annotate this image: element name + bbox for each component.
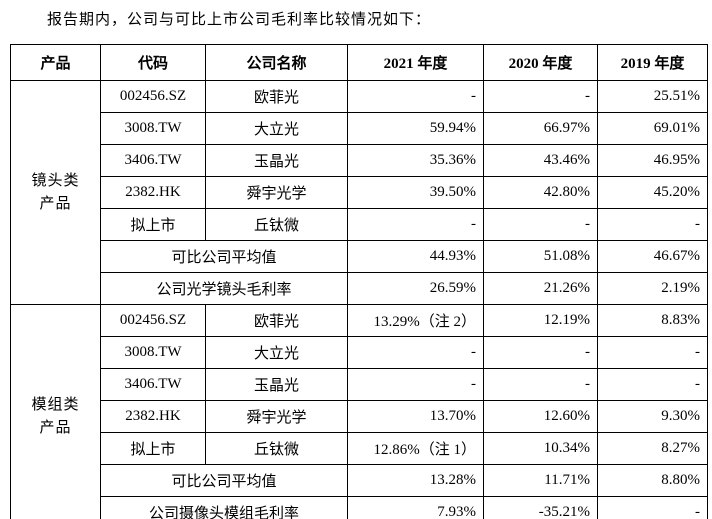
value-cell-2019: 69.01%: [597, 112, 708, 145]
value-cell-2020: -: [483, 208, 598, 241]
value-cell-2019: -: [597, 368, 708, 401]
value-cell-2020: 12.60%: [483, 400, 598, 433]
value-cell-2019: -: [597, 496, 708, 519]
company-margin-row: 公司摄像头模组毛利率 7.93% -35.21% -: [11, 496, 708, 519]
value-cell-2019: 2.19%: [597, 272, 708, 305]
code-cell: 3008.TW: [100, 112, 206, 145]
value-cell-2021: 13.28%: [347, 464, 484, 497]
value-cell-2020: 11.71%: [483, 464, 598, 497]
value-cell-2021: 39.50%: [347, 176, 484, 209]
column-header-2021: 2021 年度: [347, 44, 484, 81]
value-cell-2020: 43.46%: [483, 144, 598, 177]
column-header-2019: 2019 年度: [597, 44, 708, 81]
company-margin-label-cell: 公司光学镜头毛利率: [100, 272, 348, 305]
value-cell-2020: -: [483, 80, 598, 113]
value-cell-2019: 46.67%: [597, 240, 708, 273]
code-cell: 002456.SZ: [100, 304, 206, 337]
value-cell-2021: 26.59%: [347, 272, 484, 305]
code-cell: 3406.TW: [100, 144, 206, 177]
value-cell-2019: 8.27%: [597, 432, 708, 465]
company-name-cell: 欧菲光: [205, 304, 348, 337]
code-cell: 3008.TW: [100, 336, 206, 369]
value-cell-2020: -: [483, 336, 598, 369]
value-cell-2020: -35.21%: [483, 496, 598, 519]
value-cell-2020: 42.80%: [483, 176, 598, 209]
value-cell-2019: 45.20%: [597, 176, 708, 209]
value-cell-2019: 8.80%: [597, 464, 708, 497]
table-row: 3008.TW 大立光 - - -: [11, 336, 708, 369]
column-header-2020: 2020 年度: [483, 44, 598, 81]
value-cell-2021: 12.86%（注 1）: [347, 432, 484, 465]
value-cell-2021: 13.70%: [347, 400, 484, 433]
value-cell-2021: 59.94%: [347, 112, 484, 145]
company-margin-row: 公司光学镜头毛利率 26.59% 21.26% 2.19%: [11, 272, 708, 305]
value-cell-2019: -: [597, 208, 708, 241]
table-row: 模组类产品 002456.SZ 欧菲光 13.29%（注 2） 12.19% 8…: [10, 304, 708, 519]
code-cell: 3406.TW: [100, 368, 206, 401]
table-row: 3008.TW 大立光 59.94% 66.97% 69.01%: [11, 112, 708, 145]
table-row: 2382.HK 舜宇光学 39.50% 42.80% 45.20%: [11, 176, 708, 209]
value-cell-2021: 7.93%: [347, 496, 484, 519]
value-cell-2021: 13.29%（注 2）: [347, 304, 484, 337]
value-cell-2021: 44.93%: [347, 240, 484, 273]
value-cell-2021: -: [347, 336, 484, 369]
product-group-label: 镜头类产品: [31, 173, 80, 212]
column-header-code: 代码: [100, 44, 206, 81]
company-name-cell: 玉晶光: [205, 368, 348, 401]
code-cell: 拟上市: [100, 208, 206, 241]
value-cell-2020: -: [483, 368, 598, 401]
code-cell: 2382.HK: [100, 400, 206, 433]
table-row: 拟上市 丘钛微 - - -: [11, 208, 708, 241]
table-row: 2382.HK 舜宇光学 13.70% 12.60% 9.30%: [11, 400, 708, 433]
value-cell-2019: 9.30%: [597, 400, 708, 433]
code-cell: 002456.SZ: [100, 80, 206, 113]
average-row: 可比公司平均值 13.28% 11.71% 8.80%: [11, 464, 708, 497]
table-row: 3406.TW 玉晶光 35.36% 43.46% 46.95%: [11, 144, 708, 177]
value-cell-2020: 21.26%: [483, 272, 598, 305]
column-header-company-name: 公司名称: [205, 44, 348, 81]
value-cell-2019: -: [597, 336, 708, 369]
value-cell-2020: 10.34%: [483, 432, 598, 465]
table-row: 镜头类产品 002456.SZ 欧菲光 - - 25.51%: [10, 80, 708, 305]
company-name-cell: 欧菲光: [205, 80, 348, 113]
company-name-cell: 大立光: [205, 336, 348, 369]
value-cell-2020: 12.19%: [483, 304, 598, 337]
value-cell-2019: 8.83%: [597, 304, 708, 337]
column-header-product: 产品: [10, 44, 101, 81]
table-row: 拟上市 丘钛微 12.86%（注 1） 10.34% 8.27%: [11, 432, 708, 465]
product-group-cell-module: 模组类产品: [10, 304, 101, 519]
average-row: 可比公司平均值 44.93% 51.08% 46.67%: [11, 240, 708, 273]
value-cell-2020: 51.08%: [483, 240, 598, 273]
company-margin-label-cell: 公司摄像头模组毛利率: [100, 496, 348, 519]
table-header-row: 产品 代码 公司名称 2021 年度 2020 年度 2019 年度: [10, 44, 708, 81]
code-cell: 2382.HK: [100, 176, 206, 209]
value-cell-2021: -: [347, 80, 484, 113]
average-label-cell: 可比公司平均值: [100, 240, 348, 273]
value-cell-2021: -: [347, 368, 484, 401]
gross-margin-comparison-table: 产品 代码 公司名称 2021 年度 2020 年度 2019 年度 镜头类产品…: [10, 44, 708, 519]
company-name-cell: 舜宇光学: [205, 176, 348, 209]
company-name-cell: 玉晶光: [205, 144, 348, 177]
table-row: 3406.TW 玉晶光 - - -: [11, 368, 708, 401]
product-group-cell-lens: 镜头类产品: [10, 80, 101, 305]
average-label-cell: 可比公司平均值: [100, 464, 348, 497]
value-cell-2021: -: [347, 208, 484, 241]
value-cell-2019: 46.95%: [597, 144, 708, 177]
value-cell-2020: 66.97%: [483, 112, 598, 145]
company-name-cell: 丘钛微: [205, 208, 348, 241]
company-name-cell: 丘钛微: [205, 432, 348, 465]
product-group-label: 模组类产品: [31, 397, 80, 436]
company-name-cell: 舜宇光学: [205, 400, 348, 433]
value-cell-2021: 35.36%: [347, 144, 484, 177]
page-title: 报告期内，公司与可比上市公司毛利率比较情况如下：: [47, 12, 432, 28]
code-cell: 拟上市: [100, 432, 206, 465]
company-name-cell: 大立光: [205, 112, 348, 145]
value-cell-2019: 25.51%: [597, 80, 708, 113]
